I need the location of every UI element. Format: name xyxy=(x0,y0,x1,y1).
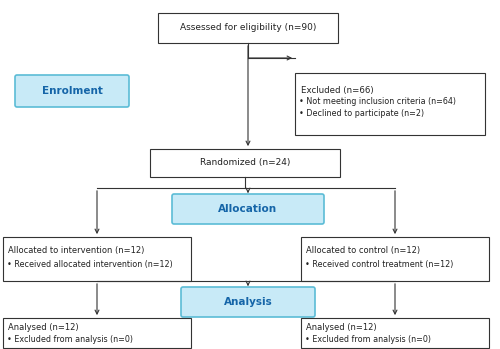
Bar xyxy=(158,13,338,43)
Text: Excluded (n=66): Excluded (n=66) xyxy=(301,86,374,95)
Text: Assessed for eligibility (n=90): Assessed for eligibility (n=90) xyxy=(180,23,316,32)
Bar xyxy=(3,318,191,348)
FancyBboxPatch shape xyxy=(172,194,324,224)
FancyBboxPatch shape xyxy=(15,75,129,107)
Text: • Declined to participate (n=2): • Declined to participate (n=2) xyxy=(299,110,424,119)
Text: • Received control treatment (n=12): • Received control treatment (n=12) xyxy=(305,260,454,269)
Bar xyxy=(301,237,489,281)
Text: Analysis: Analysis xyxy=(224,297,272,307)
Text: • Excluded from analysis (n=0): • Excluded from analysis (n=0) xyxy=(305,334,431,343)
Bar xyxy=(150,149,340,177)
Text: • Received allocated intervention (n=12): • Received allocated intervention (n=12) xyxy=(7,260,173,269)
Text: Analysed (n=12): Analysed (n=12) xyxy=(8,322,78,332)
Bar xyxy=(295,73,485,135)
Text: Allocated to intervention (n=12): Allocated to intervention (n=12) xyxy=(8,245,144,254)
Text: Randomized (n=24): Randomized (n=24) xyxy=(200,158,290,168)
FancyBboxPatch shape xyxy=(181,287,315,317)
Bar xyxy=(301,318,489,348)
Text: • Not meeting inclusion criteria (n=64): • Not meeting inclusion criteria (n=64) xyxy=(299,97,456,106)
Text: Allocation: Allocation xyxy=(218,204,278,214)
Text: Analysed (n=12): Analysed (n=12) xyxy=(306,322,376,332)
Text: • Excluded from analysis (n=0): • Excluded from analysis (n=0) xyxy=(7,334,133,343)
Text: Enrolment: Enrolment xyxy=(42,86,102,96)
Text: Allocated to control (n=12): Allocated to control (n=12) xyxy=(306,245,420,254)
Bar xyxy=(3,237,191,281)
